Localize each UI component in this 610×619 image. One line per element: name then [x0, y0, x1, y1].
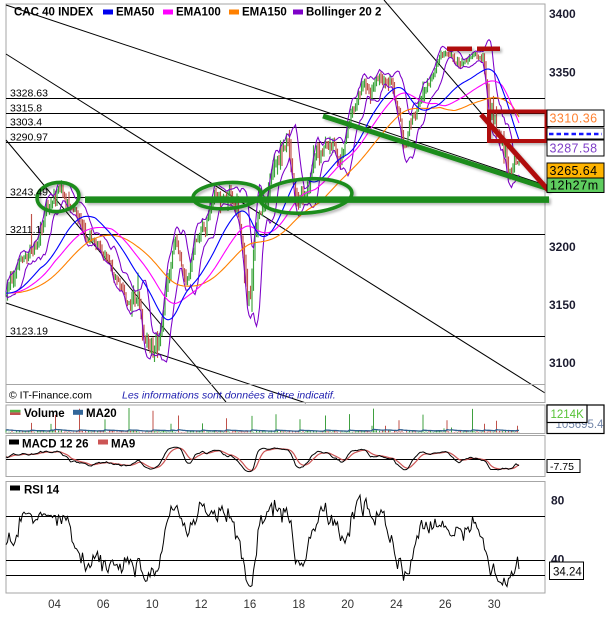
svg-text:30: 30	[488, 599, 501, 611]
svg-text:3100: 3100	[549, 356, 576, 370]
svg-text:20: 20	[341, 599, 354, 611]
svg-text:3315.8: 3315.8	[10, 102, 42, 114]
svg-text:16: 16	[244, 599, 257, 611]
svg-text:12: 12	[195, 599, 208, 611]
svg-text:24: 24	[390, 599, 403, 611]
svg-text:Bollinger 20 2: Bollinger 20 2	[306, 7, 381, 19]
svg-text:EMA150: EMA150	[242, 7, 287, 19]
svg-text:3400: 3400	[549, 7, 576, 21]
svg-text:© IT-Finance.com: © IT-Finance.com	[9, 390, 92, 402]
svg-text:3287.58: 3287.58	[550, 142, 598, 156]
svg-text:Volume: Volume	[24, 408, 65, 420]
svg-text:3211.1: 3211.1	[10, 224, 41, 236]
svg-text:3350: 3350	[549, 66, 576, 80]
svg-text:26: 26	[439, 599, 452, 611]
svg-text:3310.36: 3310.36	[550, 112, 598, 126]
svg-text:3290.97: 3290.97	[10, 131, 48, 143]
svg-text:12h27m: 12h27m	[550, 179, 599, 193]
svg-text:RSI 14: RSI 14	[24, 485, 60, 497]
svg-text:06: 06	[97, 599, 110, 611]
svg-text:3123.19: 3123.19	[10, 326, 48, 338]
svg-text:-7.75: -7.75	[550, 461, 574, 473]
svg-text:10: 10	[146, 599, 159, 611]
svg-text:34.24: 34.24	[553, 567, 582, 579]
svg-text:CAC 40 INDEX: CAC 40 INDEX	[14, 7, 94, 19]
svg-text:3265.64: 3265.64	[550, 164, 598, 178]
svg-text:04: 04	[48, 599, 61, 611]
svg-text:3328.63: 3328.63	[10, 88, 48, 100]
svg-text:18: 18	[292, 599, 305, 611]
svg-text:MA20: MA20	[86, 408, 117, 420]
svg-text:Les informations sont données: Les informations sont données à titre in…	[122, 390, 336, 402]
svg-text:80: 80	[551, 494, 565, 508]
svg-text:MA9: MA9	[111, 439, 135, 451]
svg-text:3200: 3200	[549, 240, 576, 254]
svg-text:3243.49: 3243.49	[10, 187, 48, 199]
svg-text:3150: 3150	[549, 298, 576, 312]
svg-text:3303.4: 3303.4	[10, 117, 42, 129]
svg-text:1214K: 1214K	[551, 409, 585, 421]
svg-text:MACD 12 26: MACD 12 26	[22, 439, 88, 451]
svg-text:EMA50: EMA50	[116, 7, 154, 19]
svg-text:EMA100: EMA100	[176, 7, 221, 19]
